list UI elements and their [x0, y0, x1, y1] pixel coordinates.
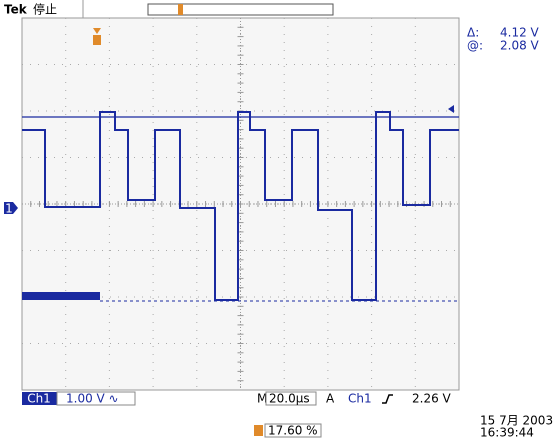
- trigger-pos-icon: [254, 425, 263, 436]
- trigger-position: 17.60 %: [268, 424, 318, 438]
- brand: Tek: [4, 3, 28, 17]
- trigger-slope: [382, 394, 393, 404]
- channel-marker: [4, 202, 18, 214]
- timebase-label: M: [257, 392, 267, 406]
- at-value: 2.08 V: [500, 39, 540, 53]
- record-bar: [147, 3, 334, 16]
- trigger-channel: Ch1: [348, 392, 372, 406]
- scale-box: [56, 391, 136, 406]
- record-position: [178, 4, 183, 15]
- channel: Ch1: [27, 392, 51, 406]
- trigger-label: A: [326, 392, 335, 406]
- waveform: [22, 111, 459, 301]
- delta-value: 4.12 V: [500, 26, 540, 40]
- channel-box: [22, 392, 57, 405]
- scale: 1.00 V ∿: [66, 392, 119, 406]
- timebase: 20.0µs: [269, 392, 310, 406]
- waveform-band: [22, 292, 100, 300]
- status: 停止: [33, 2, 57, 17]
- timebase-box: [265, 391, 317, 406]
- trigger-pos-box: [264, 423, 322, 438]
- cursor-arrow: [448, 105, 454, 113]
- delta-label: Δ:: [467, 26, 479, 40]
- time: 16:39:44: [480, 426, 534, 438]
- trigger-marker: [93, 35, 101, 45]
- at-label: @:: [467, 39, 483, 53]
- channel-marker-label: 1: [5, 202, 13, 216]
- trigger-level: 2.26 V: [412, 392, 452, 406]
- trigger-pos-arrow: [93, 28, 101, 34]
- date: 15 7月 2003: [480, 414, 553, 428]
